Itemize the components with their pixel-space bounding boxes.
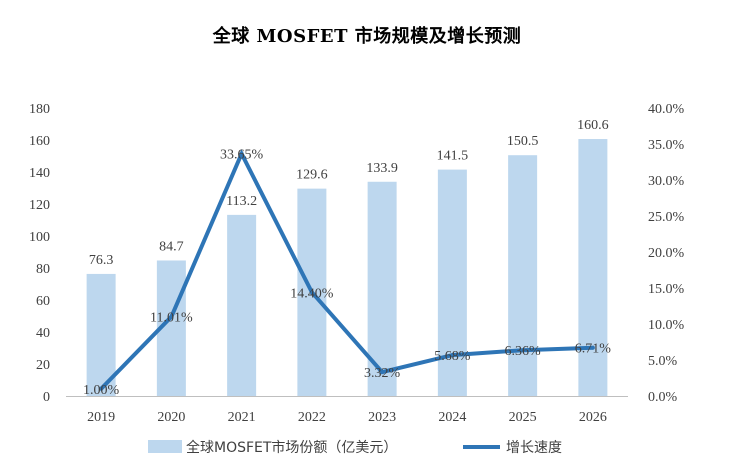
bar-value-label: 76.3 [89, 253, 114, 268]
x-tick-label: 2026 [579, 410, 607, 425]
bar-value-label: 84.7 [159, 239, 184, 254]
line-value-label: 3.32% [364, 366, 401, 381]
y-right-tick-label: 35.0% [648, 138, 685, 153]
legend-bar-label: 全球MOSFET市场份额（亿美元） [186, 439, 397, 456]
bar-2023 [367, 181, 397, 396]
bar-2026 [578, 139, 608, 397]
bar-2021 [227, 214, 257, 396]
legend-bar-swatch [148, 440, 182, 453]
growth-point-2024 [450, 353, 455, 358]
growth-point-2025 [520, 348, 525, 353]
growth-point-2019 [99, 386, 104, 391]
y-right-tick-label: 5.0% [648, 354, 678, 369]
line-value-label: 1.00% [83, 383, 120, 398]
y-left-tick-label: 40 [36, 326, 50, 341]
y-left-tick-label: 160 [29, 134, 50, 149]
bar-value-label: 150.5 [507, 134, 539, 149]
line-value-label: 14.40% [290, 286, 334, 301]
y-left-tick-label: 80 [36, 262, 50, 277]
x-tick-label: 2020 [157, 410, 185, 425]
y-left-tick-label: 0 [43, 390, 50, 405]
y-right-tick-label: 15.0% [648, 282, 685, 297]
x-tick-label: 2023 [368, 410, 396, 425]
line-value-label: 11.01% [150, 311, 193, 326]
bar-value-label: 141.5 [437, 149, 469, 164]
x-tick-label: 2021 [228, 410, 256, 425]
y-left-tick-label: 60 [36, 294, 50, 309]
bar-2019 [86, 273, 116, 396]
growth-point-2020 [169, 314, 174, 319]
y-right-tick-label: 0.0% [648, 390, 678, 405]
growth-line [99, 148, 593, 391]
y-left-tick-label: 20 [36, 358, 50, 373]
bar-2025 [508, 155, 538, 396]
chart-title: 全球 MOSFET 市场规模及增长预测 [212, 26, 522, 47]
y-right-tick-label: 10.0% [648, 318, 685, 333]
growth-point-2021 [239, 151, 244, 156]
y-right-tick-label: 30.0% [648, 174, 685, 189]
line-value-label: 6.71% [575, 342, 612, 357]
x-tick-label: 2024 [438, 410, 466, 425]
bar-value-label: 129.6 [296, 168, 328, 183]
y-right-tick-label: 20.0% [648, 246, 685, 261]
y-left-tick-label: 140 [29, 166, 50, 181]
line-value-label: 5.68% [434, 349, 471, 364]
x-tick-label: 2019 [87, 410, 115, 425]
line-value-label: 6.36% [505, 344, 542, 359]
growth-point-2022 [309, 290, 314, 295]
growth-point-2026 [590, 345, 595, 350]
x-tick-label: 2025 [509, 410, 537, 425]
bar-value-label: 113.2 [226, 194, 257, 209]
bar-value-label: 160.6 [577, 118, 609, 133]
y-left-tick-label: 120 [29, 198, 50, 213]
legend-line-label: 增长速度 [506, 440, 562, 456]
y-left-tick-label: 100 [29, 230, 50, 245]
y-right-tick-label: 40.0% [648, 102, 685, 117]
bar-value-label: 133.9 [366, 161, 398, 176]
y-right-tick-label: 25.0% [648, 210, 685, 225]
x-tick-label: 2022 [298, 410, 326, 425]
growth-point-2023 [380, 370, 385, 375]
line-value-label: 33.65% [220, 148, 264, 163]
y-left-tick-label: 180 [29, 102, 50, 117]
